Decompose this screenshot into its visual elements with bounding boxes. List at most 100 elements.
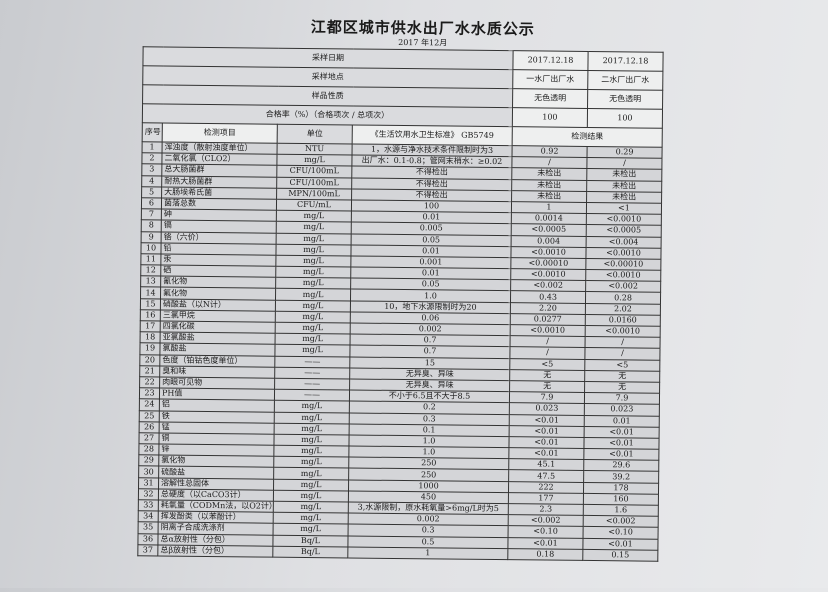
row-result-plant-1: <0.002 [510, 279, 586, 292]
row-seq: 34 [138, 510, 159, 523]
row-result-plant-2: <5 [584, 359, 660, 371]
row-result-plant-1: / [510, 335, 586, 348]
row-result-plant-1: <0.002 [508, 514, 584, 527]
row-result-plant-1: 222 [508, 481, 584, 494]
row-result-plant-1: 0.43 [510, 291, 586, 304]
row-unit: mg/L [274, 422, 350, 435]
row-result-plant-1: 未检出 [511, 168, 587, 181]
row-result-plant-1: 0.18 [507, 548, 583, 561]
row-result-plant-1: <0.0005 [511, 223, 587, 236]
column-header-standard: 《生活饮用水卫生标准》 GB5749 [352, 124, 513, 146]
row-unit: Bq/L [272, 534, 349, 547]
row-unit: mg/L [275, 266, 351, 279]
column-header-seq: 序号 [142, 122, 163, 143]
row-item: 氰化物 [160, 276, 276, 289]
row-seq: 11 [140, 253, 161, 266]
row-item: 硫酸盐 [158, 466, 274, 479]
row-seq: 16 [140, 309, 161, 321]
row-result-plant-1: / [511, 156, 588, 169]
row-unit: mg/L [275, 277, 351, 290]
row-seq: 37 [137, 544, 158, 556]
row-seq: 14 [140, 287, 161, 299]
row-item: 阴离子合成洗涤剂 [158, 522, 274, 535]
row-item: 总β放射性（分包） [157, 544, 273, 558]
row-unit: mg/L [273, 501, 349, 514]
row-result-plant-2: <0.01 [583, 448, 659, 461]
row-item: 溶解性总固体 [158, 477, 274, 490]
row-result-plant-2: 7.9 [584, 392, 660, 405]
row-seq: 12 [140, 264, 161, 277]
row-seq: 27 [138, 432, 160, 445]
row-unit: —— [274, 366, 350, 379]
row-result-plant-2: <0.00010 [585, 258, 661, 271]
row-result-plant-2: / [585, 336, 661, 349]
row-unit: mg/L [275, 333, 351, 346]
row-seq: 23 [139, 387, 160, 400]
row-seq: 36 [137, 533, 159, 545]
row-unit: —— [274, 355, 350, 368]
row-result-plant-1: <0.10 [508, 526, 584, 538]
row-item: 色度（铂钴色度单位） [159, 354, 275, 367]
row-item: 菌落总数 [161, 197, 277, 211]
row-item: 浑浊度（散射浊度单位） [162, 142, 278, 155]
row-result-plant-2: 0.023 [584, 403, 660, 416]
row-result-plant-1: 47.5 [508, 470, 584, 483]
row-seq: 20 [139, 354, 160, 366]
row-unit: —— [274, 389, 350, 402]
row-result-plant-1: 0.023 [509, 402, 585, 415]
row-unit: mg/L [276, 221, 352, 234]
row-result-plant-1: <0.0010 [510, 324, 586, 337]
row-unit: mg/L [275, 322, 351, 335]
row-result-plant-2: 160 [583, 493, 659, 506]
row-seq: 3 [141, 164, 162, 176]
header-value-plant-1: 100 [512, 107, 588, 128]
row-seq: 7 [141, 208, 162, 221]
row-result-plant-2: <0.01 [584, 426, 660, 439]
row-unit: mg/L [274, 411, 350, 424]
row-result-plant-2: 0.0160 [585, 314, 661, 327]
row-unit: CFU/100mL [276, 165, 352, 178]
row-item: 总α放射性（分包） [157, 533, 274, 546]
row-seq: 10 [140, 242, 162, 254]
row-unit: mg/L [273, 523, 349, 536]
row-item: 耗氧量（CODMn法，以O2计） [158, 499, 274, 513]
row-result-plant-2: 29.6 [583, 459, 659, 472]
row-seq: 18 [140, 331, 161, 344]
row-result-plant-2: 未检出 [586, 168, 662, 181]
row-result-plant-1: <0.0010 [510, 246, 587, 259]
header-value-plant-1: 2017.12.18 [512, 50, 589, 71]
row-unit: mg/L [273, 478, 349, 491]
row-unit: mg/L [274, 400, 350, 413]
row-seq: 13 [140, 276, 161, 288]
header-value-plant-2: 100 [587, 108, 663, 129]
header-value-plant-1: 无色透明 [512, 88, 588, 109]
row-unit: —— [274, 378, 350, 391]
row-result-plant-1: <0.0010 [510, 268, 586, 281]
row-seq: 29 [138, 455, 159, 467]
row-result-plant-1: <0.00010 [510, 257, 586, 270]
row-item: 亚氯酸盐 [160, 332, 276, 345]
row-result-plant-1: 1 [511, 201, 587, 214]
row-item: 硝酸盐（以N计） [160, 298, 276, 312]
row-seq: 26 [139, 421, 160, 433]
row-seq: 8 [141, 220, 162, 232]
row-result-plant-1: 2.20 [510, 302, 586, 315]
row-seq: 2 [141, 152, 163, 165]
row-seq: 22 [139, 376, 160, 389]
row-seq: 32 [138, 488, 159, 500]
row-item: 四氯化碳 [160, 320, 276, 334]
row-seq: 17 [140, 320, 161, 333]
row-result-plant-2: <0.002 [585, 280, 661, 293]
row-result-plant-2: <0.10 [583, 526, 659, 539]
row-result-plant-2: / [586, 157, 662, 170]
row-result-plant-1: 7.9 [509, 391, 585, 404]
row-result-plant-2: 未检出 [586, 191, 662, 204]
row-result-plant-2: 39.2 [583, 470, 659, 483]
row-item: 氯酸盐 [159, 343, 276, 356]
row-unit: CFU/100mL [276, 176, 352, 189]
row-unit: mg/L [275, 288, 351, 301]
column-header-result: 检测结果 [512, 126, 663, 148]
row-result-plant-1: / [509, 347, 586, 360]
row-seq: 25 [139, 410, 160, 422]
row-item: 耐热大肠菌群 [161, 175, 277, 188]
